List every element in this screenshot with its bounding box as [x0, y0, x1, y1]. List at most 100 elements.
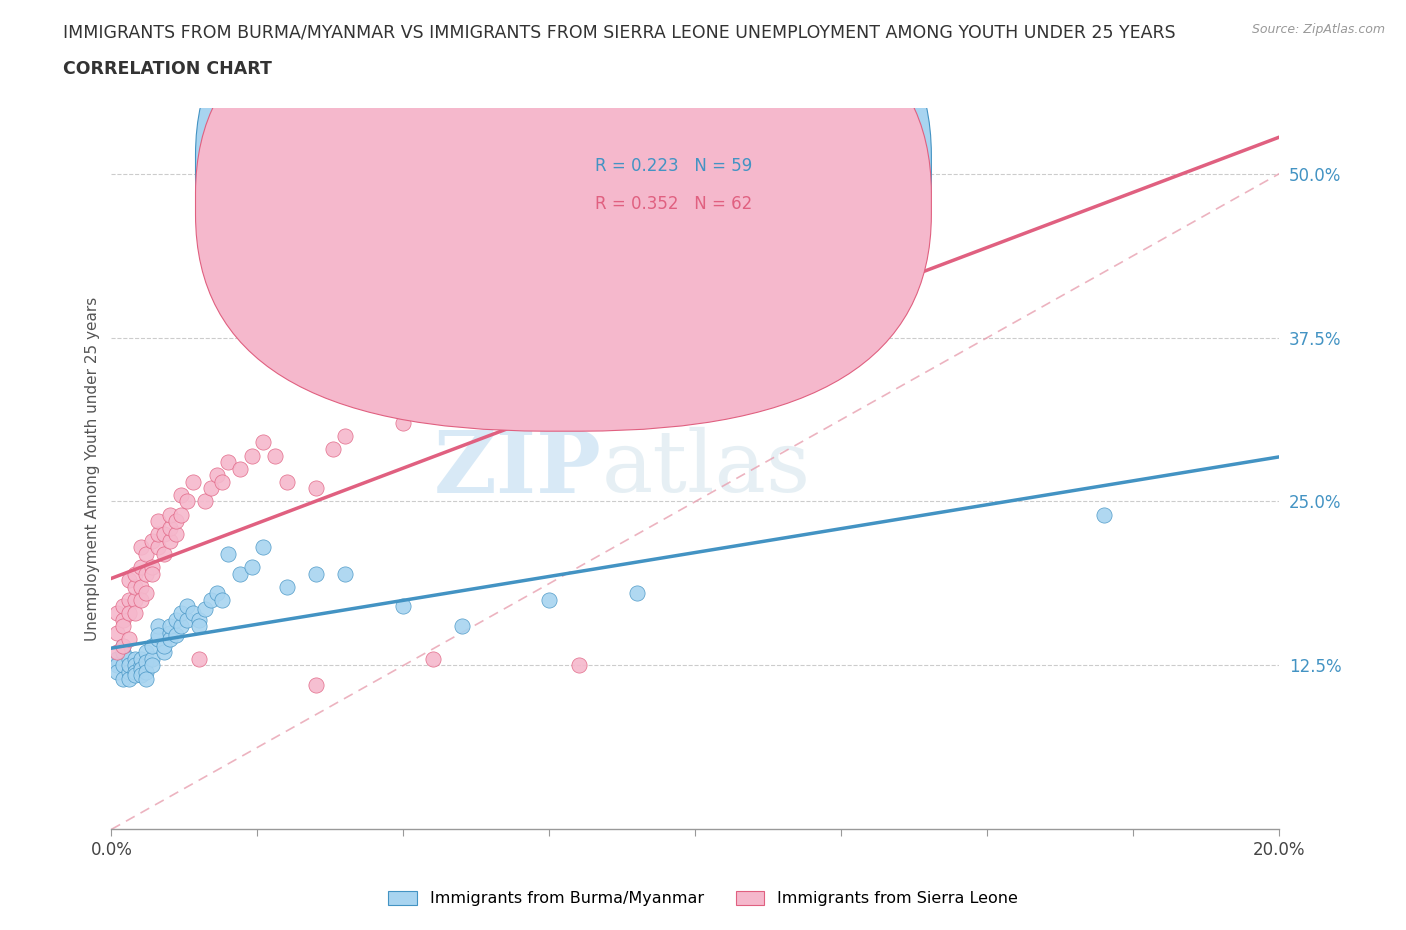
Point: [141, 658, 163, 673]
Point: [118, 665, 141, 680]
Point: [129, 662, 152, 677]
Point: [105, 651, 128, 666]
Point: [333, 566, 356, 581]
Point: [205, 468, 228, 483]
Point: [129, 651, 152, 666]
Point: [141, 534, 163, 549]
Point: [217, 547, 239, 562]
Point: [392, 599, 415, 614]
Point: [276, 579, 298, 594]
Point: [479, 389, 502, 404]
Text: ZIP: ZIP: [434, 427, 602, 511]
Point: [252, 435, 274, 450]
Point: [118, 658, 141, 673]
Point: [568, 658, 591, 673]
Point: [264, 448, 287, 463]
Point: [129, 658, 152, 673]
Point: [112, 638, 135, 653]
Point: [165, 526, 187, 541]
Point: [146, 526, 169, 541]
Point: [153, 638, 176, 653]
Point: [422, 651, 444, 666]
Point: [159, 520, 181, 535]
Point: [450, 403, 472, 418]
Point: [124, 579, 146, 594]
Point: [129, 579, 152, 594]
Point: [181, 474, 204, 489]
FancyBboxPatch shape: [195, 0, 931, 393]
FancyBboxPatch shape: [520, 129, 824, 238]
Point: [112, 612, 135, 627]
Point: [165, 628, 187, 643]
Point: [135, 566, 157, 581]
Point: [170, 605, 193, 620]
Point: [118, 651, 141, 666]
Point: [392, 416, 415, 431]
Point: [217, 455, 239, 470]
Point: [112, 644, 135, 659]
Point: [509, 376, 531, 391]
Point: [112, 658, 135, 673]
Point: [141, 638, 163, 653]
Point: [105, 625, 128, 640]
Point: [141, 651, 163, 666]
Point: [124, 658, 146, 673]
Point: [626, 586, 648, 601]
Point: [1092, 507, 1115, 522]
Point: [124, 665, 146, 680]
Point: [655, 389, 678, 404]
Point: [229, 461, 252, 476]
Point: [170, 618, 193, 633]
Point: [135, 665, 157, 680]
Point: [240, 560, 263, 575]
Point: [135, 586, 157, 601]
Point: [112, 671, 135, 686]
Point: [129, 592, 152, 607]
Text: R = 0.352   N = 62: R = 0.352 N = 62: [595, 195, 752, 213]
Point: [159, 618, 181, 633]
Point: [194, 494, 217, 509]
Point: [305, 566, 328, 581]
Point: [105, 644, 128, 659]
Point: [153, 644, 176, 659]
Point: [538, 592, 561, 607]
Point: [176, 612, 198, 627]
Point: [129, 560, 152, 575]
Point: [205, 586, 228, 601]
Point: [135, 654, 157, 669]
Point: [170, 487, 193, 502]
Point: [135, 547, 157, 562]
Text: Source: ZipAtlas.com: Source: ZipAtlas.com: [1251, 23, 1385, 36]
Point: [146, 513, 169, 528]
Point: [105, 665, 128, 680]
Point: [333, 429, 356, 444]
Point: [170, 507, 193, 522]
Point: [305, 481, 328, 496]
Point: [124, 605, 146, 620]
Point: [124, 667, 146, 682]
Point: [322, 442, 344, 457]
Point: [146, 540, 169, 555]
Point: [129, 540, 152, 555]
Point: [211, 474, 233, 489]
Point: [124, 566, 146, 581]
Legend: Immigrants from Burma/Myanmar, Immigrants from Sierra Leone: Immigrants from Burma/Myanmar, Immigrant…: [381, 884, 1025, 912]
Point: [118, 605, 141, 620]
Point: [118, 592, 141, 607]
Point: [146, 631, 169, 646]
Point: [200, 592, 222, 607]
Point: [153, 547, 176, 562]
Point: [135, 644, 157, 659]
Point: [105, 605, 128, 620]
Point: [165, 612, 187, 627]
Point: [211, 592, 233, 607]
Point: [240, 448, 263, 463]
Point: [124, 651, 146, 666]
Point: [146, 618, 169, 633]
Point: [112, 638, 135, 653]
Point: [118, 573, 141, 588]
Point: [181, 605, 204, 620]
Point: [252, 540, 274, 555]
Point: [159, 631, 181, 646]
Y-axis label: Unemployment Among Youth under 25 years: Unemployment Among Youth under 25 years: [86, 297, 100, 641]
